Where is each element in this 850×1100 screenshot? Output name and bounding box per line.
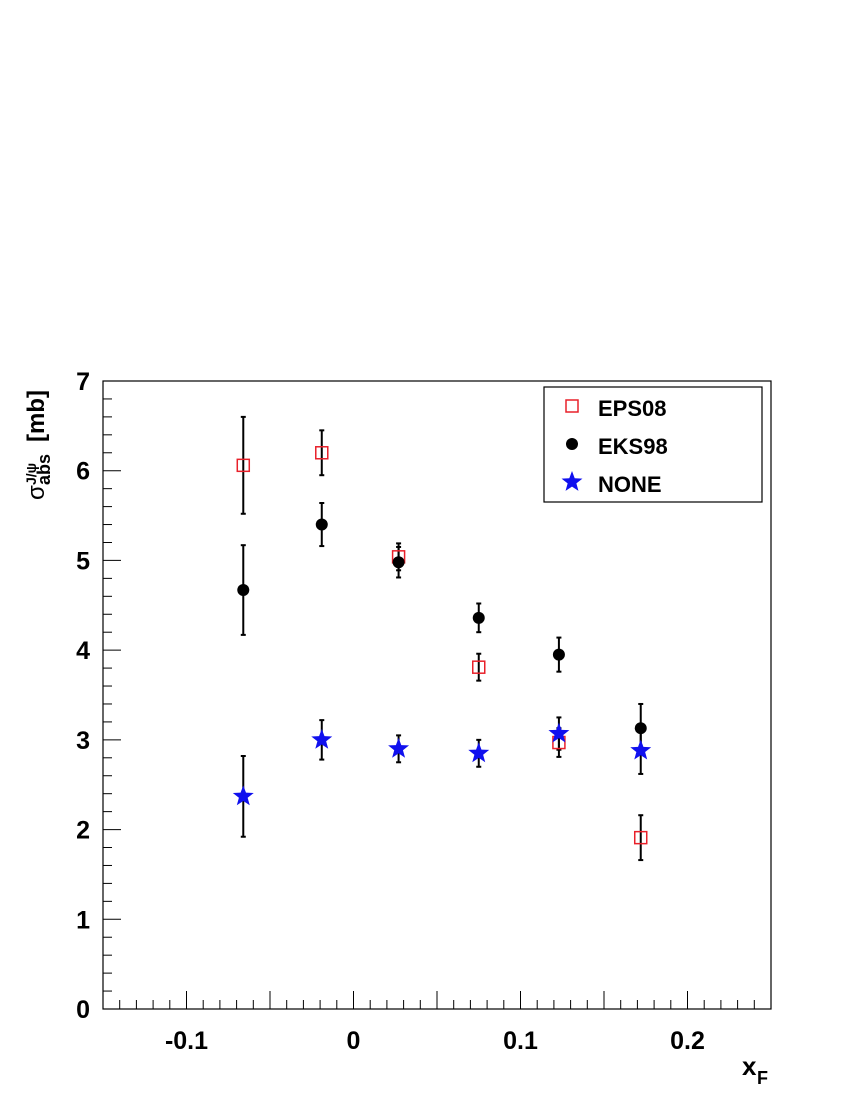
y-tick-label: 7: [76, 368, 90, 396]
data-point-none: [232, 785, 254, 806]
y-axis-title: σ J/ψ abs [mb]: [23, 390, 54, 500]
legend-label-eps08: EPS08: [598, 396, 667, 421]
legend-box: [543, 386, 763, 503]
data-point-none: [548, 722, 570, 743]
data-point-eks98: [472, 611, 485, 624]
y-tick-label: 2: [76, 817, 90, 845]
data-point-eks98: [315, 518, 328, 531]
legend-symbol-eps08: [565, 399, 579, 413]
data-point-eps08: [472, 660, 486, 674]
x-axis-label-subscript: F: [757, 1068, 768, 1088]
data-point-none: [468, 742, 490, 763]
y-axis-unit: [mb]: [23, 390, 50, 442]
data-point-eks98: [552, 648, 565, 661]
y-tick-label: 0: [76, 996, 90, 1024]
data-point-none: [388, 737, 410, 758]
data-point-eps08: [236, 458, 251, 473]
x-axis-label: x: [742, 1051, 757, 1081]
x-tick-label: 0.2: [670, 1027, 705, 1055]
x-tick-label: 0.1: [503, 1027, 538, 1055]
data-point-eks98: [634, 722, 647, 735]
data-point-none: [311, 728, 333, 749]
y-tick-label: 3: [76, 727, 90, 755]
legend-symbol-eks98: [566, 438, 578, 450]
data-point-eks98: [237, 584, 250, 597]
y-axis-subscript: abs: [34, 454, 54, 485]
legend-symbol-none: [561, 471, 583, 491]
legend-symbols: [561, 399, 583, 491]
axis-ticks: [102, 380, 772, 1010]
tick-labels: 0 1 2 3 4 5 6 7 -0.1 0 0.1 0.2: [76, 368, 705, 1055]
data-point-none: [630, 739, 652, 760]
legend-label-eks98: EKS98: [598, 434, 668, 459]
y-axis-sigma: σ: [23, 485, 50, 500]
data-markers: [232, 446, 652, 845]
x-tick-label: 0: [347, 1027, 361, 1055]
data-point-eks98: [392, 556, 405, 569]
data-point-eps08: [315, 446, 329, 460]
x-tick-label: -0.1: [165, 1027, 208, 1055]
legend-label-none: NONE: [598, 472, 662, 497]
x-axis-title: x F: [742, 1051, 768, 1088]
y-tick-label: 4: [76, 637, 90, 665]
y-tick-label: 1: [76, 906, 90, 934]
legend: EPS08 EKS98 NONE: [543, 386, 763, 503]
y-axis-superscript: J/ψ: [23, 463, 39, 485]
y-tick-label: 5: [76, 547, 90, 575]
data-point-eps08: [633, 830, 648, 845]
y-tick-label: 6: [76, 458, 90, 486]
